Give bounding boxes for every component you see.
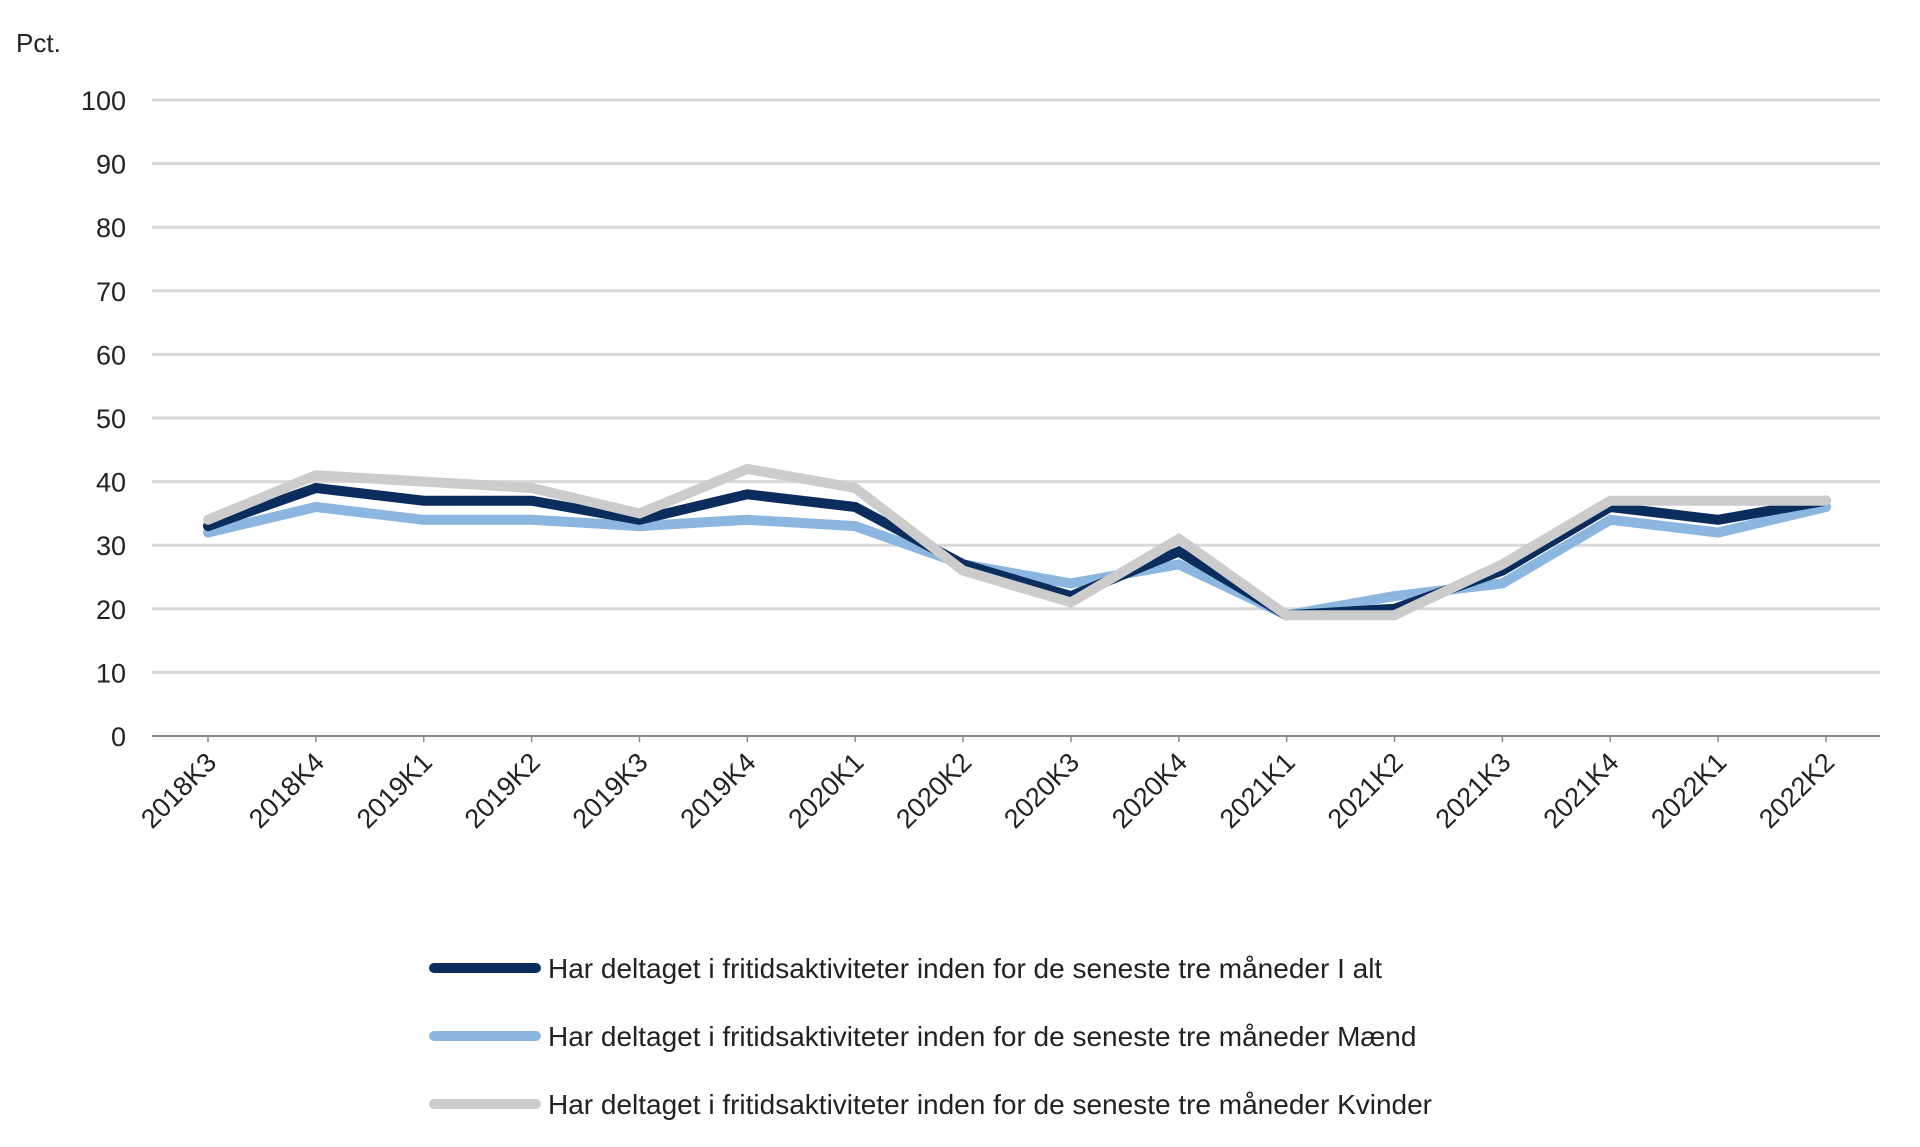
x-tick-label: 2019K4: [675, 747, 762, 834]
x-tick-label: 2020K1: [782, 747, 869, 834]
legend-label: Har deltaget i fritidsaktiviteter inden …: [548, 1089, 1432, 1120]
y-tick-label: 30: [96, 531, 126, 561]
series-line-0: [203, 482, 1831, 621]
y-tick-label: 60: [96, 340, 126, 370]
y-tick-label: 80: [96, 213, 126, 243]
x-tick-label: 2019K2: [459, 747, 546, 834]
legend-label: Har deltaget i fritidsaktiviteter inden …: [548, 953, 1382, 984]
y-tick-label: 100: [81, 86, 126, 116]
x-axis-tick-labels: 2018K3 2018K4 2019K1 2019K2 2019K3 2019K4 2020…: [135, 736, 1840, 834]
x-tick-label: 2022K1: [1645, 747, 1732, 834]
y-tick-label: 90: [96, 150, 126, 180]
x-tick-label: 2021K4: [1537, 747, 1624, 834]
y-tick-label: 10: [96, 658, 126, 688]
x-tick-label: 2020K4: [1106, 747, 1193, 834]
y-axis-tick-labels: 0 10 20 30 40 50 60 70 80 90 100: [81, 86, 126, 752]
y-tick-label: 0: [111, 722, 126, 752]
x-tick-label: 2019K1: [351, 747, 438, 834]
x-tick-label: 2021K3: [1430, 747, 1517, 834]
series-lines: [203, 463, 1831, 621]
x-tick-label: 2018K3: [135, 747, 222, 834]
x-tick-label: 2021K2: [1322, 747, 1409, 834]
y-tick-label: 40: [96, 468, 126, 498]
legend: Har deltaget i fritidsaktiviteter inden …: [429, 953, 1432, 1120]
y-tick-label: 70: [96, 277, 126, 307]
y-tick-label: 20: [96, 595, 126, 625]
series-line-2: [203, 463, 1831, 621]
series-line-1: [203, 501, 1831, 621]
y-axis-unit-label: Pct.: [16, 28, 61, 58]
y-tick-label: 50: [96, 404, 126, 434]
gridlines: [152, 98, 1880, 737]
legend-label: Har deltaget i fritidsaktiviteter inden …: [548, 1021, 1416, 1052]
x-tick-label: 2018K4: [243, 747, 330, 834]
x-tick-label: 2022K2: [1753, 747, 1840, 834]
x-tick-label: 2020K3: [998, 747, 1085, 834]
x-tick-label: 2020K2: [890, 747, 977, 834]
x-tick-label: 2021K1: [1214, 747, 1301, 834]
x-tick-label: 2019K3: [567, 747, 654, 834]
